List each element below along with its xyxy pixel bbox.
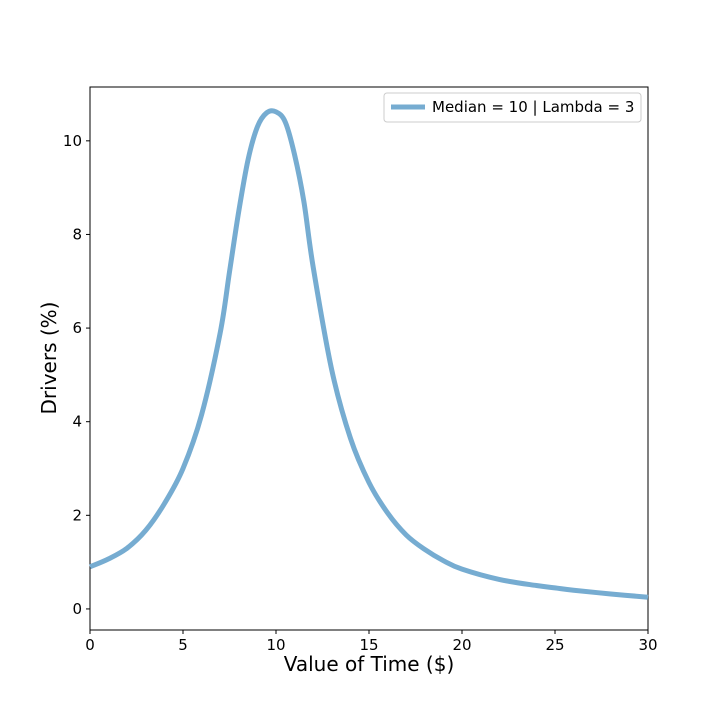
x-axis-label: Value of Time ($) [284,652,455,676]
y-tick-label: 8 [72,225,82,243]
y-tick-label: 0 [72,600,82,618]
x-tick-label: 20 [452,636,471,654]
series-layer [89,108,649,600]
x-tick-label: 25 [545,636,564,654]
plot-area [89,86,649,631]
x-tick-label: 15 [359,636,378,654]
y-axis-ticks: 0 2 4 6 8 10 [63,132,90,618]
y-tick-label: 10 [63,132,82,150]
legend-box [383,92,642,123]
y-tick-label: 4 [72,413,82,431]
x-tick-label: 30 [638,636,657,654]
legend-label: Median = 10 | Lambda = 3 [432,98,634,116]
x-axis-ticks: 0 5 10 15 20 25 30 [85,630,658,654]
legend: Median = 10 | Lambda = 3 [383,92,642,123]
x-tick-label: 10 [266,636,285,654]
y-tick-label: 6 [72,319,82,337]
x-tick-label: 0 [85,636,95,654]
x-tick-label: 5 [178,636,188,654]
series-line [89,108,649,600]
y-axis-label: Drivers (%) [37,302,61,415]
y-tick-label: 2 [72,506,82,524]
